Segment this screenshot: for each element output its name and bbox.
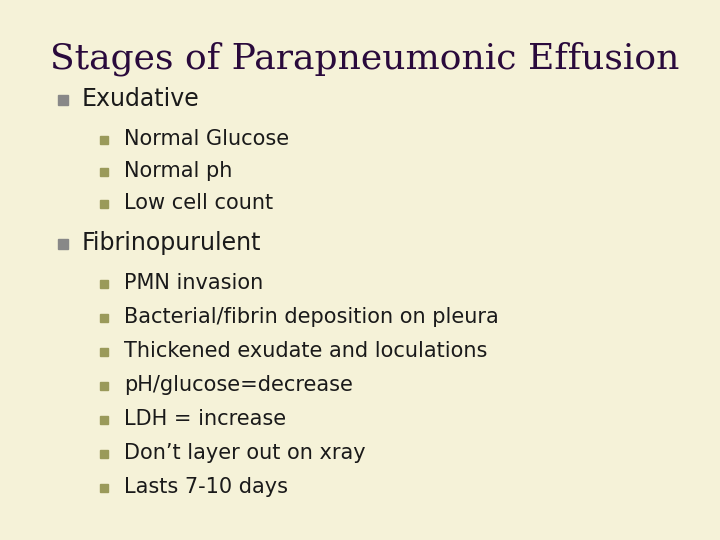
Bar — [100, 416, 108, 424]
Bar — [100, 314, 108, 322]
Text: pH/glucose=decrease: pH/glucose=decrease — [124, 375, 353, 395]
Text: Exudative: Exudative — [82, 87, 199, 111]
Text: Thickened exudate and loculations: Thickened exudate and loculations — [124, 341, 487, 361]
Text: Normal Glucose: Normal Glucose — [124, 129, 289, 149]
Text: Bacterial/fibrin deposition on pleura: Bacterial/fibrin deposition on pleura — [124, 307, 499, 327]
Text: Don’t layer out on xray: Don’t layer out on xray — [124, 443, 366, 463]
Text: PMN invasion: PMN invasion — [124, 273, 264, 293]
Text: Low cell count: Low cell count — [124, 193, 273, 213]
Bar — [100, 348, 108, 356]
Bar — [100, 200, 108, 208]
Text: Lasts 7-10 days: Lasts 7-10 days — [124, 477, 288, 497]
Bar — [100, 280, 108, 288]
Bar — [58, 239, 68, 249]
Text: Fibrinopurulent: Fibrinopurulent — [82, 231, 261, 255]
Bar — [100, 168, 108, 176]
Bar — [100, 136, 108, 144]
Bar — [100, 484, 108, 492]
Bar — [58, 95, 68, 105]
Bar — [100, 450, 108, 458]
Text: Normal ph: Normal ph — [124, 161, 233, 181]
Bar — [100, 382, 108, 390]
Text: LDH = increase: LDH = increase — [124, 409, 286, 429]
Text: Stages of Parapneumonic Effusion: Stages of Parapneumonic Effusion — [50, 42, 680, 77]
